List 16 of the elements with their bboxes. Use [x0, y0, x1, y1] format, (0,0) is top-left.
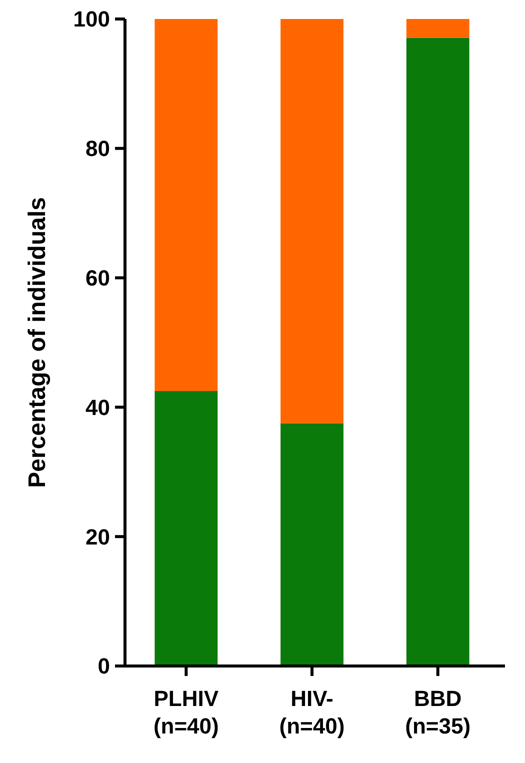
bar — [280, 19, 344, 424]
x-tick-label: PLHIV (n=40) — [153, 686, 219, 738]
x-tick-label: HIV- (n=40) — [279, 686, 345, 738]
y-tick-label: 0 — [98, 654, 110, 679]
y-tick-label: 80 — [86, 136, 110, 162]
y-tick-label: 100 — [73, 6, 110, 32]
y-axis-title: Percentage of individuals — [24, 197, 51, 488]
bar — [154, 391, 218, 666]
bar — [280, 423, 344, 666]
y-tick-label: 20 — [86, 524, 110, 550]
bar — [154, 19, 218, 392]
x-tick-label: BBD (n=35) — [405, 686, 471, 738]
bar — [406, 38, 470, 666]
y-tick-label: 60 — [86, 266, 110, 290]
bar — [406, 19, 470, 38]
y-tick-label: 40 — [86, 394, 110, 420]
